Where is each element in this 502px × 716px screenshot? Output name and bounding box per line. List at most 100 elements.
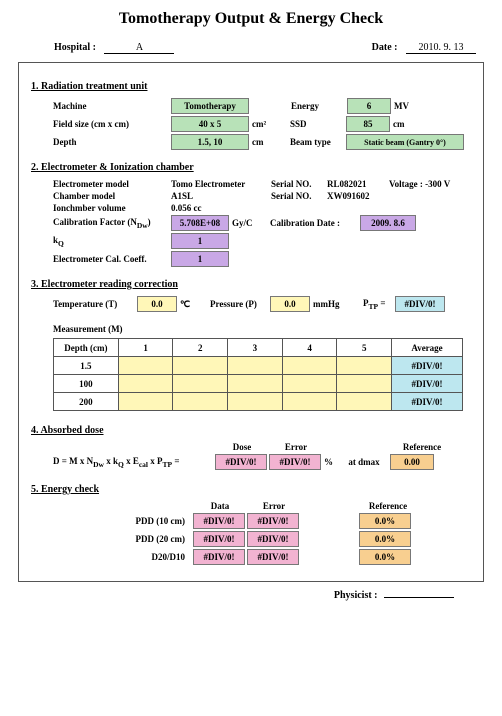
meas-cell[interactable] — [337, 357, 392, 375]
calib-date-label: Calibration Date : — [270, 218, 360, 228]
press-label: Pressure (P) — [210, 299, 270, 309]
error-hdr5: Error — [247, 501, 301, 511]
pct: % — [324, 457, 338, 467]
sec1-title: 1. Radiation treatment unit — [31, 81, 471, 92]
meas-cell[interactable] — [282, 375, 337, 393]
ssd-value: 85 — [346, 116, 390, 132]
meas-cell[interactable] — [118, 375, 173, 393]
energy-row: PDD (10 cm)#DIV/0!#DIV/0!0.0% — [53, 513, 471, 529]
meas-cell[interactable] — [282, 357, 337, 375]
table-row: 1.5 #DIV/0! — [54, 357, 463, 375]
beamtype-value: Static beam (Gantry 0°) — [346, 134, 464, 150]
energy-data: #DIV/0! — [193, 549, 245, 565]
error-hdr: Error — [269, 442, 323, 452]
depth-cell: 1.5 — [54, 357, 119, 375]
content-frame: 1. Radiation treatment unit Machine Tomo… — [18, 62, 484, 582]
footer: Physicist : — [18, 590, 484, 601]
avg-cell: #DIV/0! — [392, 393, 463, 411]
ref-hdr5: Reference — [361, 501, 415, 511]
serial2-value: XW091602 — [327, 191, 370, 201]
energy-error: #DIV/0! — [247, 513, 299, 529]
elec-model-value: Tomo Electrometer — [171, 179, 271, 189]
kq-value: 1 — [171, 233, 229, 249]
meas-cell[interactable] — [118, 393, 173, 411]
press-value[interactable]: 0.0 — [270, 296, 310, 312]
chamber-value: A1SL — [171, 191, 271, 201]
hospital-group: Hospital : A — [54, 42, 174, 54]
atdmax: at dmax — [338, 457, 390, 467]
ionvol-value: 0.056 cc — [171, 203, 202, 213]
energy-error: #DIV/0! — [247, 531, 299, 547]
table-header: 2 — [173, 339, 228, 357]
meas-cell[interactable] — [337, 393, 392, 411]
kq-label: kQ — [53, 235, 171, 248]
serial1-value: RL082021 — [327, 179, 389, 189]
avg-cell: #DIV/0! — [392, 357, 463, 375]
table-header: Depth (cm) — [54, 339, 119, 357]
ptp-label: PTP = — [363, 298, 395, 311]
dose-hdr: Dose — [215, 442, 269, 452]
formula: D = M x NDw x kQ x Ecal x PTP = — [53, 456, 215, 469]
sec5-title: 5. Energy check — [31, 484, 471, 495]
serial1-label: Serial NO. — [271, 179, 327, 189]
table-row: 200 #DIV/0! — [54, 393, 463, 411]
meas-cell[interactable] — [173, 375, 228, 393]
physicist-line — [384, 597, 454, 598]
ref-hdr: Reference — [395, 442, 449, 452]
measurement-table: Depth (cm)12345Average 1.5#DIV/0!100#DIV… — [53, 338, 463, 411]
serial2-label: Serial NO. — [271, 191, 327, 201]
temp-value[interactable]: 0.0 — [137, 296, 177, 312]
depth-cell: 100 — [54, 375, 119, 393]
energy-label: Energy — [291, 101, 347, 111]
page-title: Tomotherapy Output & Energy Check — [18, 10, 484, 28]
ptp-value: #DIV/0! — [395, 296, 445, 312]
beamtype-label: Beam type — [290, 137, 346, 147]
depth-cell: 200 — [54, 393, 119, 411]
page: Tomotherapy Output & Energy Check Hospit… — [0, 0, 502, 609]
ionvol-label: Ionchmber volume — [53, 203, 171, 213]
table-header: 4 — [282, 339, 337, 357]
machine-value: Tomotherapy — [171, 98, 249, 114]
energy-ref: 0.0% — [359, 531, 411, 547]
dose-value: #DIV/0! — [215, 454, 267, 470]
sec2-title: 2. Electrometer & Ionization chamber — [31, 162, 471, 173]
table-header: Average — [392, 339, 463, 357]
energy-row: PDD (20 cm)#DIV/0!#DIV/0!0.0% — [53, 531, 471, 547]
avg-cell: #DIV/0! — [392, 375, 463, 393]
energy-label: PDD (20 cm) — [53, 534, 193, 544]
meas-cell[interactable] — [228, 375, 283, 393]
energy-data: #DIV/0! — [193, 531, 245, 547]
energy-label: D20/D10 — [53, 552, 193, 562]
depth-label: Depth — [53, 137, 171, 147]
meas-cell[interactable] — [173, 357, 228, 375]
meas-cell[interactable] — [173, 393, 228, 411]
calib-date-value: 2009. 8.6 — [360, 215, 416, 231]
calib-label: Calibration Factor (NDw) — [53, 217, 171, 230]
energy-unit: MV — [394, 101, 409, 111]
depth-value: 1.5, 10 — [171, 134, 249, 150]
ssd-label: SSD — [290, 119, 346, 129]
chamber-label: Chamber model — [53, 191, 171, 201]
meas-cell[interactable] — [282, 393, 337, 411]
press-unit: mmHg — [313, 299, 363, 309]
data-hdr: Data — [193, 501, 247, 511]
table-header: 3 — [228, 339, 283, 357]
calib-unit: Gy/C — [232, 218, 270, 228]
meas-cell[interactable] — [228, 357, 283, 375]
meas-cell[interactable] — [118, 357, 173, 375]
ref-value: 0.00 — [390, 454, 434, 470]
meas-cell[interactable] — [228, 393, 283, 411]
temp-label: Temperature (T) — [53, 299, 137, 309]
eleccal-value: 1 — [171, 251, 229, 267]
eleccal-label: Electrometer Cal. Coeff. — [53, 254, 171, 264]
voltage-label: Voltage : -300 V — [389, 179, 450, 189]
meas-label: Measurement (M) — [53, 324, 471, 334]
depth-unit: cm — [252, 137, 290, 147]
hospital-value: A — [104, 42, 174, 54]
energy-row: D20/D10#DIV/0!#DIV/0!0.0% — [53, 549, 471, 565]
date-label: Date : — [372, 42, 398, 53]
meas-cell[interactable] — [337, 375, 392, 393]
date-group: Date : 2010. 9. 13 — [372, 42, 476, 54]
calib-value: 5.708E+08 — [171, 215, 229, 231]
energy-label: PDD (10 cm) — [53, 516, 193, 526]
